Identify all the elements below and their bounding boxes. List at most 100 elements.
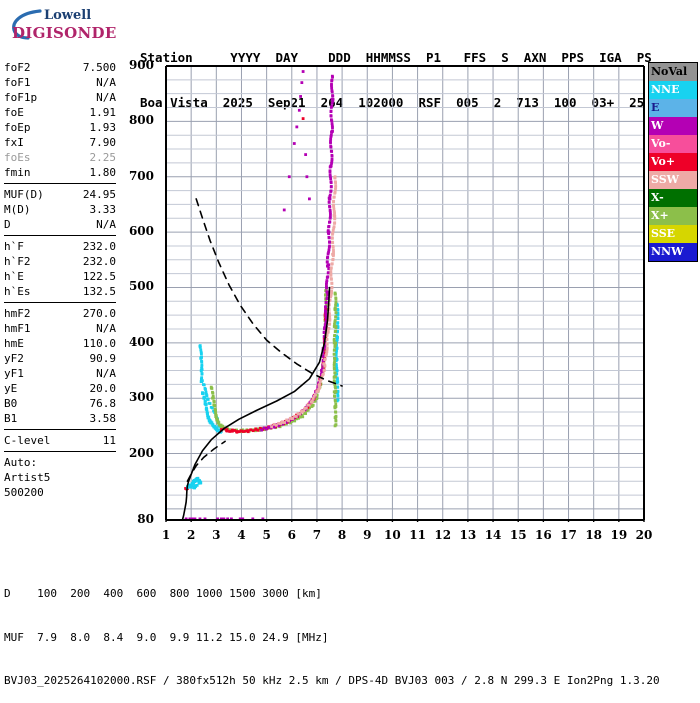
param-row-hmF1: hmF1 N/A bbox=[4, 321, 116, 336]
param-divider bbox=[4, 302, 116, 303]
param-row-hmE: hmE 110.0 bbox=[4, 336, 116, 351]
param-row-yE: yE 20.0 bbox=[4, 381, 116, 396]
legend-item-noval[interactable]: NoVal bbox=[649, 63, 697, 81]
param-key: B1 bbox=[4, 412, 18, 425]
param-divider bbox=[4, 183, 116, 184]
lowell-digisonde-logo: Lowell DIGISONDE bbox=[6, 6, 126, 46]
grid-layer bbox=[165, 65, 645, 520]
param-row-hF2: h`F2 232.0 bbox=[4, 254, 116, 269]
param-key: hmE bbox=[4, 337, 24, 350]
param-value: 232.0 bbox=[82, 255, 116, 268]
x-tick-2: 2 bbox=[186, 528, 196, 542]
param-value: 132.5 bbox=[82, 285, 116, 298]
param-divider bbox=[4, 235, 116, 236]
param-value: 1.91 bbox=[89, 106, 117, 119]
param-key: h`F bbox=[4, 240, 24, 253]
x-tick-10: 10 bbox=[384, 528, 401, 542]
data-layer bbox=[184, 70, 340, 521]
param-key: h`E bbox=[4, 270, 24, 283]
footer-info: D 100 200 400 600 800 1000 1500 3000 [km… bbox=[4, 558, 660, 703]
param-group-profile: hmF2 270.0 hmF1 N/A hmE 110.0 yF2 90.9 yF1 N/… bbox=[4, 306, 116, 426]
param-value: N/A bbox=[96, 367, 116, 380]
param-row-foEp: foEp 1.93 bbox=[4, 120, 116, 135]
y-tick-600: 600 bbox=[128, 224, 154, 239]
legend-item-x-neg[interactable]: X- bbox=[649, 189, 697, 207]
logo-arc-icon bbox=[12, 9, 42, 40]
param-group-muf: MUF(D) 24.95 M(D) 3.33 D N/A bbox=[4, 187, 116, 232]
param-row-MUFD: MUF(D) 24.95 bbox=[4, 187, 116, 202]
param-row-fxI: fxI 7.90 bbox=[4, 135, 116, 150]
x-tick-17: 17 bbox=[560, 528, 577, 542]
x-tick-5: 5 bbox=[262, 528, 271, 542]
param-divider bbox=[4, 451, 116, 452]
param-row-hEs: h`Es 132.5 bbox=[4, 284, 116, 299]
y-tick-500: 500 bbox=[128, 279, 154, 294]
param-group-frequencies: foF2 7.500 foF1 N/A foF1p N/A foE 1.91 foEp 1… bbox=[4, 60, 116, 180]
param-value: N/A bbox=[96, 322, 116, 335]
legend-item-nne[interactable]: NNE bbox=[649, 81, 697, 99]
param-key: foF1 bbox=[4, 76, 31, 89]
autoscale-name: Artist5 bbox=[4, 471, 51, 484]
axis-layer bbox=[165, 65, 645, 522]
x-tick-13: 13 bbox=[459, 528, 477, 542]
param-key: foEp bbox=[4, 121, 31, 134]
legend-item-ssw[interactable]: SSW bbox=[649, 171, 697, 189]
footer-file-row: BVJ03_2025264102000.RSF / 380fx512h 50 k… bbox=[4, 674, 660, 687]
y-tick-80: 80 bbox=[137, 512, 154, 526]
ionogram-plot[interactable]: 80 200 300 400 500 600 700 800 900 1 2 3 4 5 6 7 8 9 10 11… bbox=[129, 58, 652, 542]
ionospheric-parameters-panel: foF2 7.500 foF1 N/A foF1p N/A foE 1.91 foEp 1… bbox=[4, 60, 116, 500]
param-row-hE: h`E 122.5 bbox=[4, 269, 116, 284]
param-group-virtual-heights: h`F 232.0 h`F2 232.0 h`E 122.5 h`Es 132.5 bbox=[4, 239, 116, 299]
param-value: 1.93 bbox=[89, 121, 117, 134]
header-labels-row: Station YYYY DAY DDD HHMMSS P1 FFS S AXN… bbox=[140, 50, 652, 65]
param-row-MD: M(D) 3.33 bbox=[4, 202, 116, 217]
param-value: 1.80 bbox=[89, 166, 117, 179]
param-value: 76.8 bbox=[89, 397, 117, 410]
legend-item-e[interactable]: E bbox=[649, 99, 697, 117]
param-row-foF2: foF2 7.500 bbox=[4, 60, 116, 75]
param-key: MUF(D) bbox=[4, 188, 44, 201]
param-value: 232.0 bbox=[82, 240, 116, 253]
param-row-foF1p: foF1p N/A bbox=[4, 90, 116, 105]
legend-item-vo-pos[interactable]: Vo+ bbox=[649, 153, 697, 171]
param-key: M(D) bbox=[4, 203, 31, 216]
param-key: hmF2 bbox=[4, 307, 31, 320]
param-row-hF: h`F 232.0 bbox=[4, 239, 116, 254]
param-row-yF1: yF1 N/A bbox=[4, 366, 116, 381]
logo-digisonde-text: DIGISONDE bbox=[12, 24, 117, 42]
param-key: C-level bbox=[4, 434, 51, 447]
param-key: yF2 bbox=[4, 352, 24, 365]
param-key: foEs bbox=[4, 151, 31, 164]
x-tick-4: 4 bbox=[237, 528, 246, 542]
direction-legend[interactable]: NoVal NNE E W Vo- Vo+ SSW X- X+ SSE NNW bbox=[648, 62, 698, 262]
overlay-layer bbox=[181, 198, 343, 521]
y-tick-900: 900 bbox=[128, 58, 154, 72]
param-row-C-level: C-level 11 bbox=[4, 433, 116, 448]
param-group-clevel: C-level 11 bbox=[4, 433, 116, 448]
param-divider bbox=[4, 429, 116, 430]
param-value: 20.0 bbox=[89, 382, 117, 395]
x-tick-8: 8 bbox=[337, 528, 347, 542]
param-value: 270.0 bbox=[82, 307, 116, 320]
legend-item-x-pos[interactable]: X+ bbox=[649, 207, 697, 225]
param-value: 11 bbox=[102, 434, 116, 447]
x-tick-16: 16 bbox=[535, 528, 552, 542]
legend-item-nnw[interactable]: NNW bbox=[649, 243, 697, 261]
param-row-yF2: yF2 90.9 bbox=[4, 351, 116, 366]
param-key: yE bbox=[4, 382, 18, 395]
param-row-foF1: foF1 N/A bbox=[4, 75, 116, 90]
param-key: h`F2 bbox=[4, 255, 31, 268]
x-tick-1: 1 bbox=[161, 528, 171, 542]
param-key: foF2 bbox=[4, 61, 31, 74]
param-row-B1: B1 3.58 bbox=[4, 411, 116, 426]
ionogram-canvas[interactable] bbox=[160, 62, 646, 522]
legend-item-sse[interactable]: SSE bbox=[649, 225, 697, 243]
y-tick-400: 400 bbox=[128, 334, 154, 349]
legend-item-w[interactable]: W bbox=[649, 117, 697, 135]
param-value: 24.95 bbox=[82, 188, 116, 201]
param-value: N/A bbox=[96, 91, 116, 104]
param-row-hmF2: hmF2 270.0 bbox=[4, 306, 116, 321]
legend-item-vo-neg[interactable]: Vo- bbox=[649, 135, 697, 153]
x-tick-20: 20 bbox=[635, 528, 653, 542]
param-value: 110.0 bbox=[82, 337, 116, 350]
